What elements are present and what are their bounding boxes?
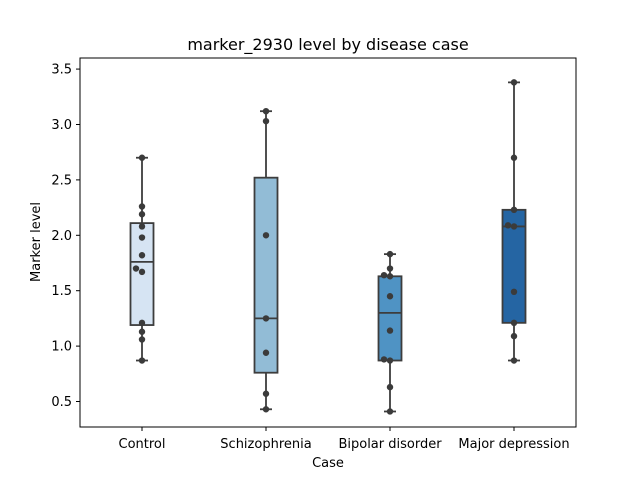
data-point (138, 234, 146, 241)
data-point (510, 357, 518, 364)
plot-area (79, 57, 577, 428)
data-point (138, 268, 146, 276)
data-point (386, 408, 394, 415)
data-point (132, 265, 140, 272)
y-tick-label: 2.0 (51, 229, 72, 244)
data-point (510, 288, 518, 296)
data-point (510, 206, 518, 214)
data-point (262, 315, 270, 322)
data-point (504, 222, 512, 229)
chart-title: marker_2930 level by disease case (187, 35, 468, 55)
data-point (386, 357, 394, 364)
data-point (138, 328, 146, 335)
box-schizophrenia (253, 110, 279, 411)
data-point (510, 319, 518, 327)
y-tick-label: 3.5 (51, 63, 72, 78)
x-axis: Control Schizophrenia Bipolar disorder Majo… (119, 427, 570, 452)
data-point (262, 232, 270, 239)
data-point (138, 223, 146, 230)
y-tick-label: 2.5 (51, 173, 72, 188)
x-tick-label: Control (119, 437, 166, 452)
data-point (380, 356, 388, 363)
x-tick-label: Bipolar disorder (338, 437, 442, 452)
data-point (262, 349, 270, 356)
data-point (510, 79, 518, 86)
y-tick-label: 3.0 (51, 118, 72, 133)
data-point (386, 273, 394, 280)
data-point (262, 406, 270, 413)
y-tick-label: 1.0 (51, 340, 72, 355)
iqr-box (253, 176, 279, 374)
data-point (262, 390, 270, 397)
data-point (386, 250, 394, 258)
y-tick-label: 1.5 (51, 284, 72, 299)
x-tick-label: Schizophrenia (220, 437, 311, 452)
data-point (510, 332, 518, 340)
y-tick-label: 0.5 (51, 395, 72, 410)
data-point (386, 383, 394, 391)
data-point (138, 319, 146, 327)
x-tick-label: Major depression (458, 437, 569, 452)
data-point (510, 154, 518, 161)
data-point (138, 154, 146, 161)
data-point (138, 203, 146, 210)
data-point (138, 357, 146, 364)
data-point (386, 293, 394, 300)
data-point (380, 271, 388, 279)
data-point (386, 265, 394, 272)
data-point (138, 211, 146, 218)
x-axis-label: Case (312, 456, 344, 471)
y-axis: 0.5 1.0 1.5 2.0 2.5 3.0 3.5 (51, 63, 80, 410)
data-point (138, 336, 146, 343)
data-point (386, 327, 394, 334)
data-points (132, 79, 518, 415)
data-point (510, 223, 518, 230)
data-point (138, 252, 146, 259)
y-axis-label: Marker level (29, 202, 44, 282)
data-point (262, 117, 270, 125)
data-point (262, 107, 270, 115)
iqr-box (377, 275, 403, 362)
